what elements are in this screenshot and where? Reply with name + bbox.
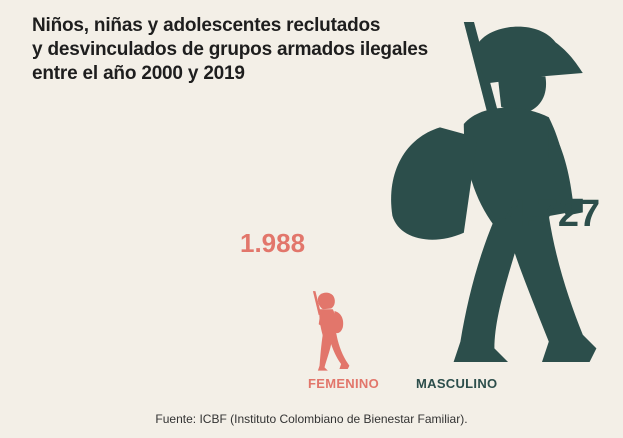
category-label-masculino: MASCULINO xyxy=(416,376,498,391)
female-soldier-icon xyxy=(312,291,350,371)
title-line-3: entre el año 2000 y 2019 xyxy=(32,63,245,84)
title-line-1: Niños, niñas y adolescentes reclutados xyxy=(32,15,381,36)
title-line-2: y desvinculados de grupos armados ilegal… xyxy=(32,39,429,60)
source-note: Fuente: ICBF (Instituto Colombiano de Bi… xyxy=(155,412,468,426)
value-label-femenino: 1.988 xyxy=(240,228,306,258)
chart-title: Niños, niñas y adolescentes reclutados y… xyxy=(32,14,429,86)
value-label-masculino: 4.727 xyxy=(505,193,601,235)
category-label-femenino: FEMENINO xyxy=(308,376,380,391)
male-soldier-icon xyxy=(391,22,597,362)
